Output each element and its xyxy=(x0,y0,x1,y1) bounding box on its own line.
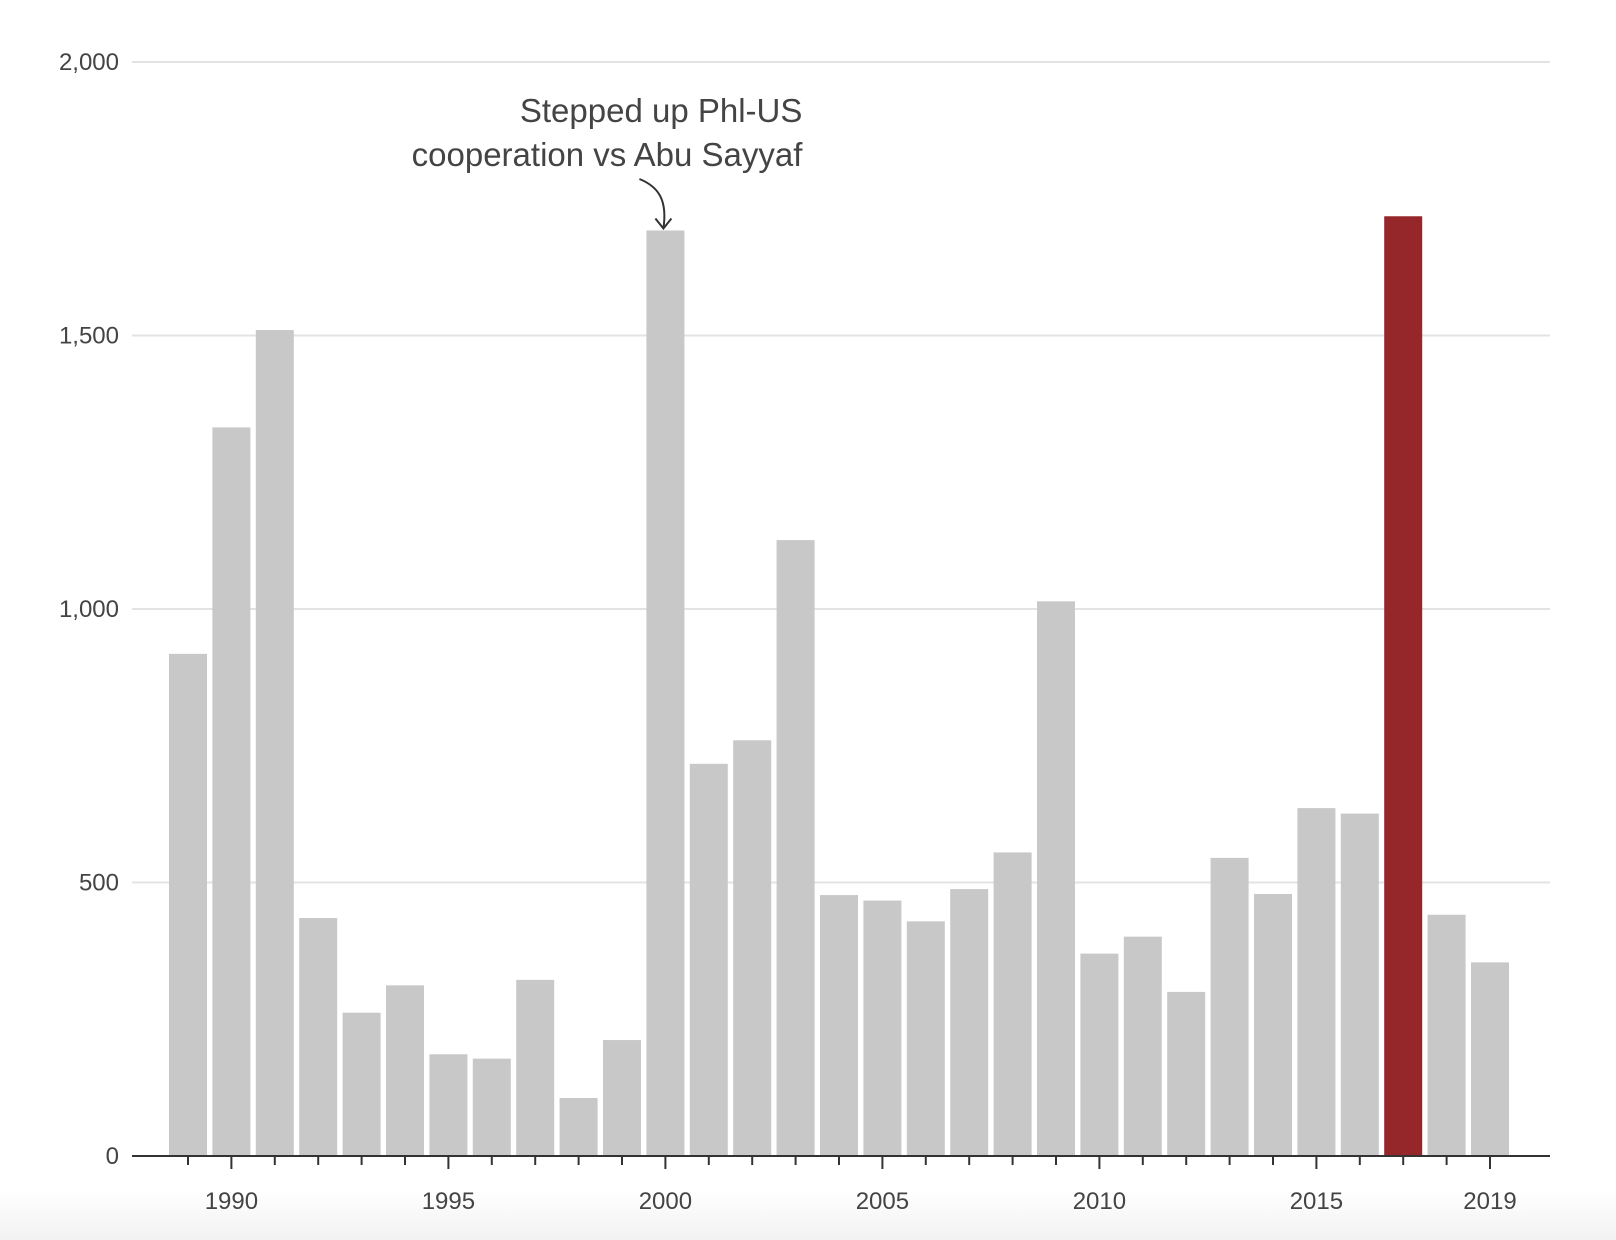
y-tick-label: 1,500 xyxy=(59,323,119,350)
x-tick-label: 1995 xyxy=(422,1188,475,1215)
bar xyxy=(1210,857,1249,1156)
bar-highlight xyxy=(1384,216,1423,1156)
bar xyxy=(1297,808,1336,1156)
x-tick-label: 2015 xyxy=(1290,1188,1343,1215)
bar xyxy=(1037,601,1075,1156)
y-tick-label: 2,000 xyxy=(59,49,119,76)
bar xyxy=(776,540,815,1156)
bar xyxy=(342,1012,381,1156)
bar xyxy=(516,979,555,1156)
gridlines xyxy=(132,61,1550,884)
bar xyxy=(733,740,772,1156)
y-tick-label: 1,000 xyxy=(59,596,119,623)
bar xyxy=(1123,936,1162,1156)
bar xyxy=(169,653,207,1156)
bar xyxy=(429,1054,468,1156)
x-tick-label: 1990 xyxy=(205,1188,258,1215)
annotation-arrow xyxy=(639,178,666,229)
bar xyxy=(863,900,902,1156)
x-tick-label: 2005 xyxy=(856,1188,909,1215)
bar xyxy=(1167,991,1206,1156)
bar xyxy=(1254,893,1292,1156)
bar xyxy=(950,889,989,1156)
bar xyxy=(255,330,294,1156)
bar xyxy=(1427,914,1466,1156)
x-tick-label: 2010 xyxy=(1073,1188,1126,1215)
annotation-text: cooperation vs Abu Sayyaf xyxy=(412,136,804,173)
bar xyxy=(689,763,728,1156)
bar xyxy=(1340,813,1379,1156)
bar xyxy=(1080,953,1119,1156)
bar xyxy=(212,427,251,1156)
axes: 0 500 1,000 1,500 2,000 1990 1995 2000 2005 2010 2… xyxy=(59,49,1550,1215)
bar xyxy=(386,985,424,1156)
bar xyxy=(820,895,858,1156)
annotations: Stepped up Phl-US cooperation vs Abu Sayy… xyxy=(412,92,804,231)
bar xyxy=(603,1040,641,1156)
bar xyxy=(646,230,685,1156)
y-tick-label: 500 xyxy=(79,870,119,897)
bar xyxy=(559,1098,598,1156)
bar xyxy=(993,852,1032,1156)
bars xyxy=(169,216,1509,1156)
bar xyxy=(1471,962,1509,1156)
y-tick-label: 0 xyxy=(106,1143,119,1170)
bar xyxy=(472,1058,511,1156)
x-tick-label: 2019 xyxy=(1463,1188,1516,1215)
x-tick-label: 2000 xyxy=(639,1188,692,1215)
bar xyxy=(299,918,338,1156)
bar xyxy=(906,921,945,1156)
annotation-arrowhead xyxy=(654,217,673,231)
annotation-text: Stepped up Phl-US xyxy=(520,92,803,129)
